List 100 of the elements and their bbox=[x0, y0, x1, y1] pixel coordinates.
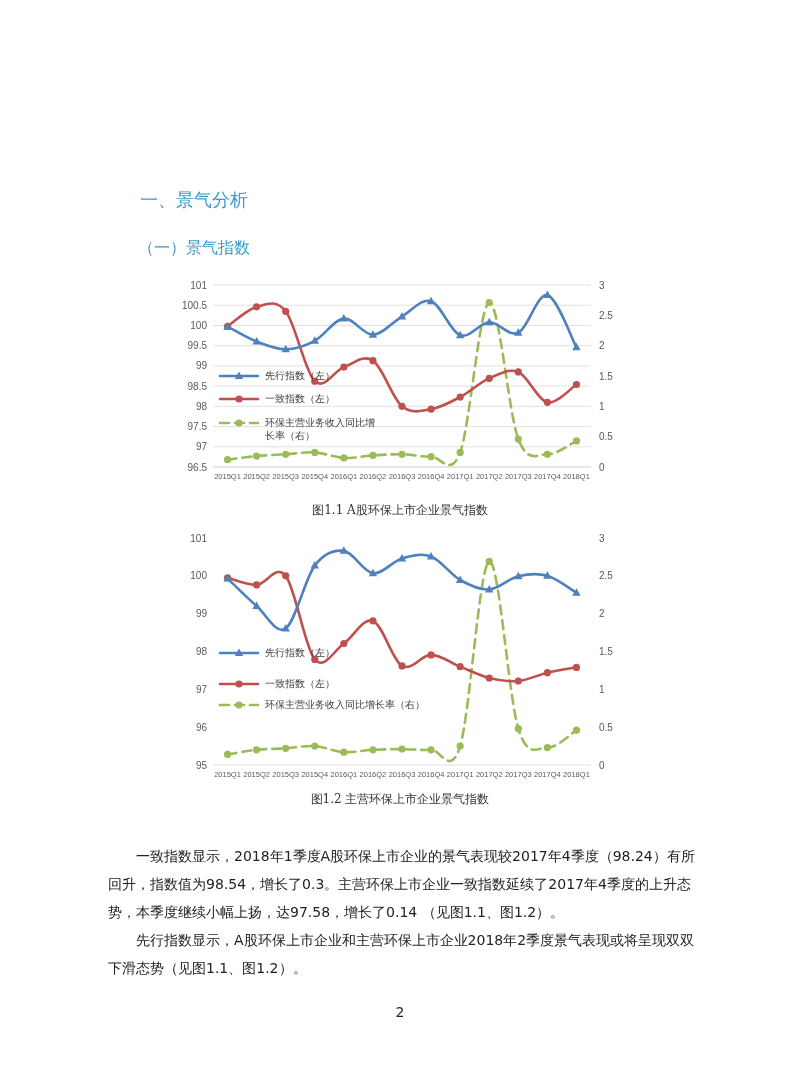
point bbox=[456, 663, 464, 671]
y2-tick-label: 0 bbox=[599, 461, 605, 473]
text: 2 bbox=[394, 1003, 406, 1022]
point bbox=[253, 303, 261, 311]
point bbox=[572, 726, 581, 734]
point bbox=[369, 617, 377, 625]
point bbox=[310, 336, 319, 344]
point bbox=[514, 368, 522, 376]
y-tick-label: 100 bbox=[190, 570, 208, 582]
point bbox=[514, 725, 522, 733]
y-tick-label: 95 bbox=[195, 759, 208, 771]
point bbox=[398, 402, 406, 410]
y2-tick-label: 1 bbox=[599, 683, 605, 695]
point bbox=[223, 456, 232, 464]
point bbox=[369, 451, 377, 460]
legend-label: 一致指数（左） bbox=[265, 677, 336, 690]
point bbox=[543, 398, 551, 406]
point bbox=[514, 435, 522, 443]
y2-tick-label: 2 bbox=[599, 608, 605, 620]
point bbox=[253, 746, 261, 754]
point bbox=[455, 330, 465, 339]
point bbox=[398, 662, 406, 670]
point bbox=[485, 674, 493, 682]
text: （一）景气指数 bbox=[138, 237, 250, 259]
point bbox=[281, 344, 290, 353]
y-tick-label: 97 bbox=[195, 683, 208, 695]
y2-tick-label: 2.5 bbox=[599, 309, 614, 321]
y-tick-label: 96.5 bbox=[187, 461, 208, 473]
point bbox=[485, 317, 494, 326]
point bbox=[339, 314, 349, 322]
y-tick-label: 100.5 bbox=[181, 299, 208, 311]
y-tick-label: 99 bbox=[195, 360, 208, 372]
legend-label: 一致指数（左） bbox=[265, 392, 336, 405]
y2-tick-label: 0.5 bbox=[599, 721, 614, 733]
point bbox=[427, 405, 435, 413]
y2-tick-label: 2.5 bbox=[599, 570, 614, 582]
y2-tick-label: 2 bbox=[599, 340, 605, 352]
point bbox=[485, 298, 493, 307]
point bbox=[485, 374, 493, 383]
point bbox=[311, 448, 319, 457]
legend-label: 环保主营业务收入同比增长率（右） bbox=[265, 698, 426, 711]
text: 图1.1 A股环保上市企业景气指数 bbox=[311, 502, 489, 519]
y-tick-label: 99 bbox=[195, 608, 208, 620]
y-tick-label: 98.5 bbox=[187, 380, 208, 392]
point bbox=[340, 748, 348, 756]
y2-tick-label: 0.5 bbox=[599, 431, 614, 443]
point bbox=[340, 363, 348, 371]
point bbox=[340, 639, 348, 648]
text: 图1.2 主营环保上市企业景气指数 bbox=[309, 791, 491, 808]
point bbox=[426, 552, 436, 560]
point bbox=[427, 453, 435, 461]
y-tick-label: 96 bbox=[195, 721, 208, 733]
text: 一致指数显示，2018年1季度A股环保上市企业的景气表现较2017年4季度（98.24）有所回升，指数值为98.54，增长了0.3。主营环保上市企业一致指数延续了2017年4季度的上升态势，本季度继续小幅上扬，达97.58，增长了0.14 （见图1.1、图1.2）。 bbox=[108, 847, 696, 922]
point bbox=[282, 307, 290, 315]
point bbox=[572, 437, 581, 445]
point bbox=[368, 330, 378, 338]
point bbox=[397, 312, 407, 320]
y-tick-label: 99.5 bbox=[187, 340, 208, 352]
point bbox=[252, 601, 261, 610]
point bbox=[543, 290, 552, 299]
text: 先行指数显示，A股环保上市企业和主营环保上市企业2018年2季度景气表现或将呈现双双下滑态势（见图1.1、图1.2）。 bbox=[108, 931, 696, 978]
legend-label: 环保主营业务收入同比增长率（右） bbox=[265, 416, 375, 442]
point bbox=[514, 328, 523, 336]
y2-tick-label: 1.5 bbox=[599, 370, 614, 382]
point bbox=[369, 357, 377, 365]
point bbox=[572, 663, 581, 671]
point bbox=[572, 588, 581, 596]
y-tick-label: 97 bbox=[195, 441, 208, 453]
point bbox=[543, 669, 551, 677]
y-tick-label: 98 bbox=[195, 646, 208, 657]
point bbox=[456, 448, 464, 457]
point bbox=[253, 452, 261, 460]
point bbox=[514, 677, 522, 685]
point bbox=[398, 450, 406, 458]
point bbox=[282, 572, 290, 580]
y-tick-label: 97.5 bbox=[187, 421, 208, 433]
y-tick-label: 100 bbox=[190, 319, 208, 331]
point bbox=[253, 581, 261, 589]
point bbox=[368, 568, 378, 577]
y2-tick-label: 1.5 bbox=[599, 646, 614, 657]
point bbox=[311, 742, 319, 750]
point bbox=[456, 742, 464, 750]
point bbox=[514, 571, 523, 580]
point bbox=[310, 561, 319, 569]
y2-tick-label: 3 bbox=[599, 279, 605, 291]
legend-label: 先行指数（左） bbox=[265, 646, 336, 659]
point bbox=[223, 750, 232, 759]
y-tick-label: 98 bbox=[195, 400, 208, 412]
point bbox=[456, 393, 464, 401]
point bbox=[543, 744, 551, 752]
y2-tick-label: 0 bbox=[599, 759, 605, 771]
point bbox=[427, 746, 435, 754]
point bbox=[281, 623, 290, 632]
point bbox=[485, 557, 493, 566]
y-tick-label: 101 bbox=[190, 532, 208, 544]
legend-label: 先行指数（左） bbox=[265, 369, 336, 382]
point bbox=[543, 450, 551, 458]
point bbox=[572, 342, 581, 351]
y-tick-label: 101 bbox=[190, 279, 208, 291]
text: 一、景气分析 bbox=[140, 188, 248, 212]
